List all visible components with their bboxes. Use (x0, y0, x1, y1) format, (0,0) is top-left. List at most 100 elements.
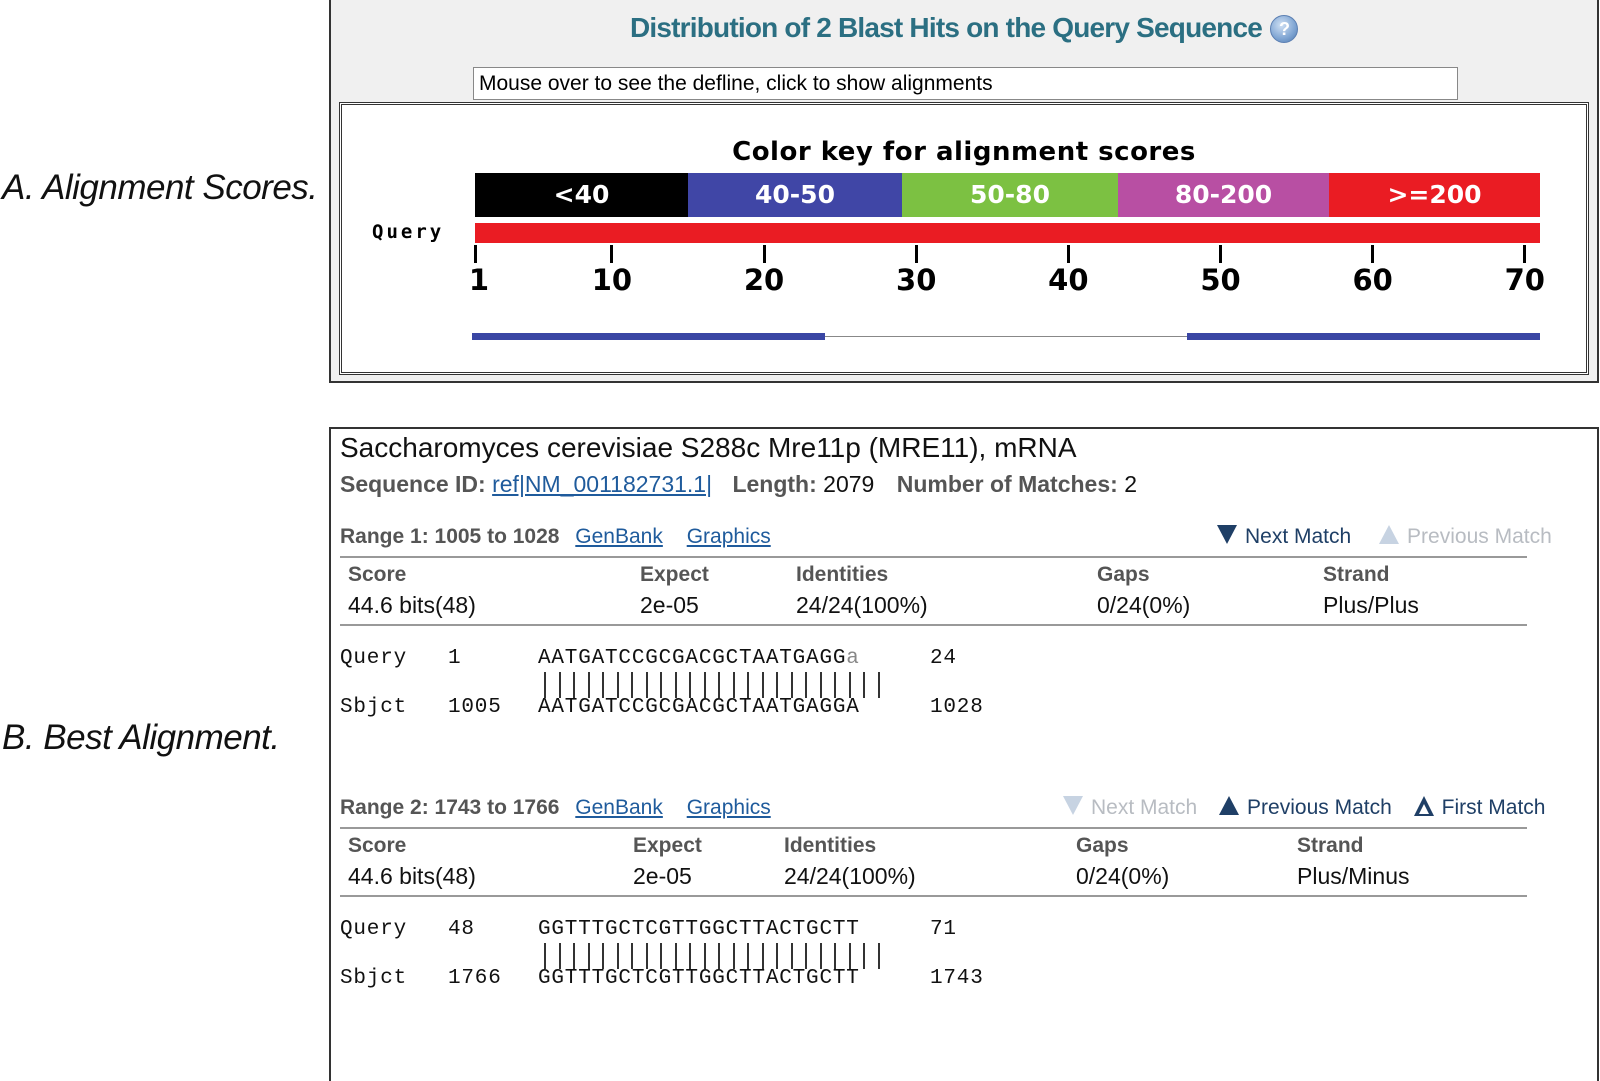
range-2-match-bars (544, 943, 892, 969)
match-bar (616, 672, 619, 698)
range-1-graphics-link[interactable]: Graphics (686, 525, 771, 548)
match-bar (819, 943, 822, 969)
range-2-expect: 2e-05 (633, 863, 692, 889)
range-2-genbank-link[interactable]: GenBank (575, 796, 663, 819)
axis-tick-label: 30 (896, 263, 937, 297)
range-2-identities: 24/24(100%) (784, 863, 916, 889)
range-2-sbjct-end: 1743 (930, 967, 984, 990)
match-bar (573, 943, 575, 969)
match-bar (689, 943, 691, 969)
match-bar (747, 672, 749, 698)
range-2-score: 44.6 bits(48) (348, 863, 476, 889)
match-bar (558, 672, 561, 698)
hit-bar-2[interactable] (1187, 333, 1540, 340)
range-2-gaps: 0/24(0%) (1076, 863, 1170, 889)
matches-value: 2 (1124, 471, 1137, 497)
range-1-rule-top (340, 556, 1527, 558)
match-bar (790, 943, 793, 969)
range-1-sbjct-seq: AATGATCCGCGACGCTAATGAGGA (538, 696, 860, 719)
query-bar[interactable] (475, 223, 1540, 243)
range-1-identities-header: Identities (796, 563, 889, 586)
match-bar (805, 672, 807, 698)
range-1-score-header: Score (348, 563, 407, 586)
axis-tick (762, 245, 766, 263)
range-2-strand-header: Strand (1297, 834, 1364, 857)
sequence-info: Sequence ID: ref|NM_001182731.1| Length:… (340, 471, 1153, 498)
arrow-up-icon (1219, 796, 1240, 815)
range-2-expect-header: Expect (633, 834, 702, 857)
match-bar (790, 672, 793, 698)
range-2-sbjct-label: Sbjct (340, 967, 408, 990)
range-1-query-start: 1 (448, 647, 462, 670)
match-bar (747, 943, 749, 969)
match-bar (573, 672, 575, 698)
color-key-40-50: 40-50 (688, 173, 902, 217)
range-2-query-label: Query (340, 918, 408, 941)
range-1-strand-header: Strand (1323, 563, 1390, 586)
match-bar (616, 943, 619, 969)
range-1-gaps: 0/24(0%) (1097, 592, 1191, 618)
range-2-query-start: 48 (448, 918, 475, 941)
label-best-alignment: B. Best Alignment. (2, 718, 280, 757)
range-2-graphics-link[interactable]: Graphics (686, 796, 771, 819)
match-bar (689, 672, 691, 698)
range-2-first-match[interactable]: First Match (1413, 796, 1545, 819)
range-1-identities: 24/24(100%) (796, 592, 928, 618)
match-bar (732, 943, 735, 969)
range-1-expect: 2e-05 (640, 592, 699, 618)
help-icon[interactable]: ? (1270, 15, 1299, 43)
alignment-graphic: Color key for alignment scores <40 40-50… (339, 102, 1589, 375)
length-label: Length: (732, 471, 817, 497)
range-2-strand: Plus/Minus (1297, 863, 1410, 889)
range-1-rule-bottom (340, 624, 1527, 626)
range-1-next-match[interactable]: Next Match (1217, 525, 1351, 548)
match-bar (544, 672, 546, 698)
range-2-gaps-header: Gaps (1076, 834, 1129, 857)
color-key-50-80: 50-80 (902, 173, 1118, 217)
range-1-genbank-link[interactable]: GenBank (575, 525, 663, 548)
match-bar (660, 943, 662, 969)
match-bar (631, 672, 633, 698)
match-bar (776, 943, 778, 969)
axis-tick (610, 245, 614, 263)
range-1-expect-header: Expect (640, 563, 709, 586)
range-2-identities-header: Identities (784, 834, 877, 857)
axis-tick-label: 50 (1200, 263, 1241, 297)
match-bar (544, 943, 546, 969)
range-1-match-bars (544, 672, 892, 698)
match-bar (805, 943, 807, 969)
match-bar (877, 943, 880, 969)
range-2-nav: Next Match Previous Match First Match (1063, 796, 1545, 820)
range-1-score: 44.6 bits(48) (348, 592, 476, 618)
range-1-query-seq: AATGATCCGCGACGCTAATGAGGa (538, 647, 860, 670)
color-key-lt40: <40 (475, 173, 688, 217)
axis-tick (1371, 245, 1375, 263)
match-bar (877, 672, 880, 698)
arrow-up-icon (1379, 525, 1400, 544)
range-2-sbjct-start: 1766 (448, 967, 502, 990)
range-2-score-header: Score (348, 834, 407, 857)
color-key-gte200: >=200 (1329, 173, 1540, 217)
match-bar (863, 672, 865, 698)
double-arrow-up-icon (1413, 796, 1434, 816)
range-2-header: Range 2: 1743 to 1766 GenBank Graphics (340, 796, 779, 820)
range-1-query-seq-lower: a (846, 647, 860, 670)
range-1-title: Range 1: 1005 to 1028 (340, 525, 560, 548)
match-bar (587, 943, 590, 969)
range-2-previous-match[interactable]: Previous Match (1219, 796, 1392, 819)
defline-box: Mouse over to see the defline, click to … (473, 67, 1458, 100)
range-1-previous-match: Previous Match (1379, 525, 1552, 548)
range-2-next-match: Next Match (1063, 796, 1197, 819)
arrow-down-icon (1063, 796, 1083, 815)
match-bar (602, 672, 604, 698)
range-2-sbjct-seq: GGTTTGCTCGTTGGCTTACTGCTT (538, 967, 860, 990)
hit-bar-1[interactable] (472, 333, 825, 340)
length-value: 2079 (823, 471, 875, 497)
match-bar (863, 943, 865, 969)
match-bar (703, 943, 706, 969)
range-1-strand: Plus/Plus (1323, 592, 1419, 618)
match-bar (848, 943, 851, 969)
range-1-sbjct-start: 1005 (448, 696, 502, 719)
axis-tick (1066, 245, 1070, 263)
seq-id-link[interactable]: ref|NM_001182731.1| (492, 471, 713, 497)
